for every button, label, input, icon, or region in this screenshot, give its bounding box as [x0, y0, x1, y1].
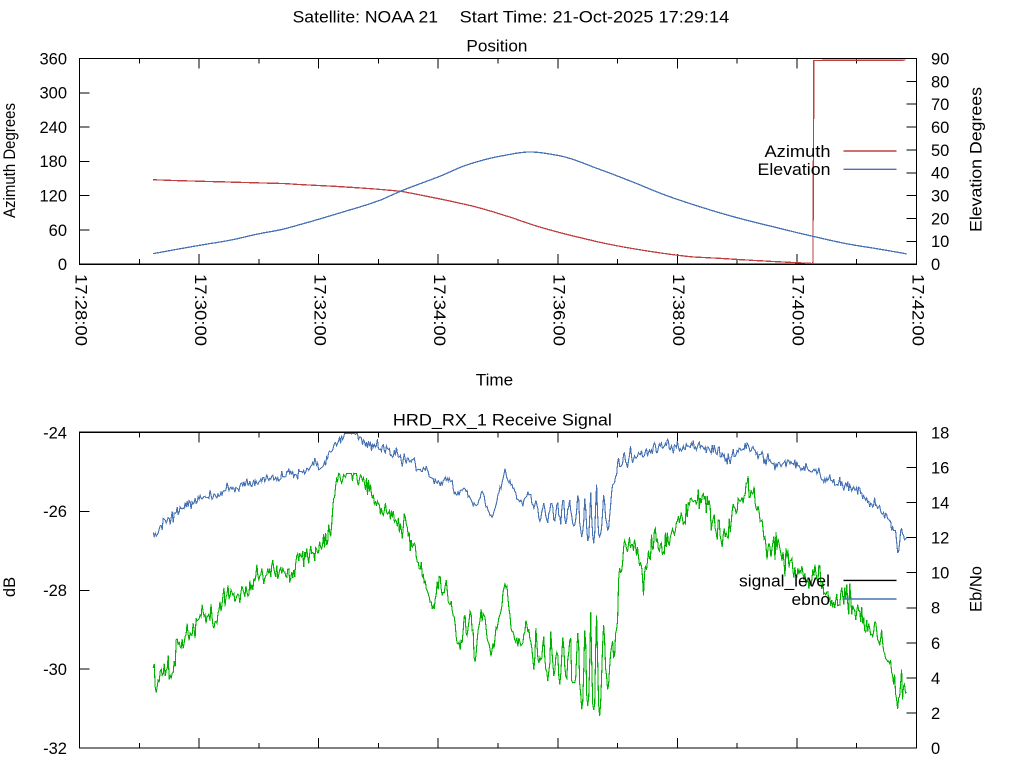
svg-text:30: 30 [931, 188, 949, 206]
svg-text:50: 50 [931, 142, 949, 160]
svg-text:Azimuth: Azimuth [765, 143, 831, 161]
svg-text:16: 16 [931, 459, 949, 477]
svg-text:60: 60 [49, 222, 67, 240]
svg-text:17:30:00: 17:30:00 [191, 274, 209, 346]
svg-text:Eb/No: Eb/No [968, 566, 986, 612]
svg-text:14: 14 [931, 495, 949, 513]
svg-text:Elevation Degrees: Elevation Degrees [968, 87, 986, 232]
svg-text:300: 300 [39, 85, 67, 103]
svg-text:70: 70 [931, 96, 949, 114]
svg-text:18: 18 [931, 424, 949, 442]
svg-text:240: 240 [39, 119, 67, 137]
svg-text:-32: -32 [43, 740, 67, 758]
svg-text:80: 80 [931, 73, 949, 91]
svg-text:-30: -30 [43, 661, 67, 679]
svg-text:60: 60 [931, 119, 949, 137]
svg-text:10: 10 [931, 565, 949, 583]
svg-text:17:28:00: 17:28:00 [71, 274, 89, 346]
svg-text:10: 10 [931, 233, 949, 251]
svg-text:0: 0 [931, 740, 940, 758]
svg-text:ebno: ebno [792, 591, 831, 609]
svg-text:HRD_RX_1 Receive Signal: HRD_RX_1 Receive Signal [393, 412, 612, 430]
svg-text:Azimuth Degrees: Azimuth Degrees [1, 103, 19, 218]
svg-text:120: 120 [39, 188, 67, 206]
svg-text:Satellite: NOAA 21: Satellite: NOAA 21 [293, 8, 439, 26]
svg-text:signal_level: signal_level [739, 572, 830, 590]
svg-text:4: 4 [931, 670, 940, 688]
svg-text:17:38:00: 17:38:00 [669, 274, 687, 346]
svg-text:17:36:00: 17:36:00 [550, 274, 568, 346]
svg-text:Time: Time [476, 371, 513, 389]
svg-text:-26: -26 [43, 503, 67, 521]
svg-text:17:42:00: 17:42:00 [908, 274, 926, 346]
svg-text:Position: Position [466, 38, 527, 56]
svg-text:17:40:00: 17:40:00 [789, 274, 807, 346]
svg-text:20: 20 [931, 210, 949, 228]
svg-text:17:32:00: 17:32:00 [310, 274, 328, 346]
svg-text:12: 12 [931, 530, 949, 548]
svg-text:0: 0 [58, 256, 67, 274]
svg-text:-24: -24 [43, 424, 67, 442]
svg-text:360: 360 [39, 50, 67, 68]
svg-text:180: 180 [39, 153, 67, 171]
svg-text:0: 0 [931, 256, 940, 274]
svg-text:2: 2 [931, 705, 940, 723]
svg-text:dB: dB [1, 577, 19, 597]
svg-text:8: 8 [931, 600, 940, 618]
svg-text:40: 40 [931, 165, 949, 183]
svg-text:-28: -28 [43, 582, 67, 600]
svg-text:Start Time: 21-Oct-2025 17:29:: Start Time: 21-Oct-2025 17:29:14 [460, 8, 730, 26]
svg-text:6: 6 [931, 635, 940, 653]
svg-text:Elevation: Elevation [758, 161, 831, 179]
svg-text:90: 90 [931, 50, 949, 68]
svg-text:17:34:00: 17:34:00 [430, 274, 448, 346]
